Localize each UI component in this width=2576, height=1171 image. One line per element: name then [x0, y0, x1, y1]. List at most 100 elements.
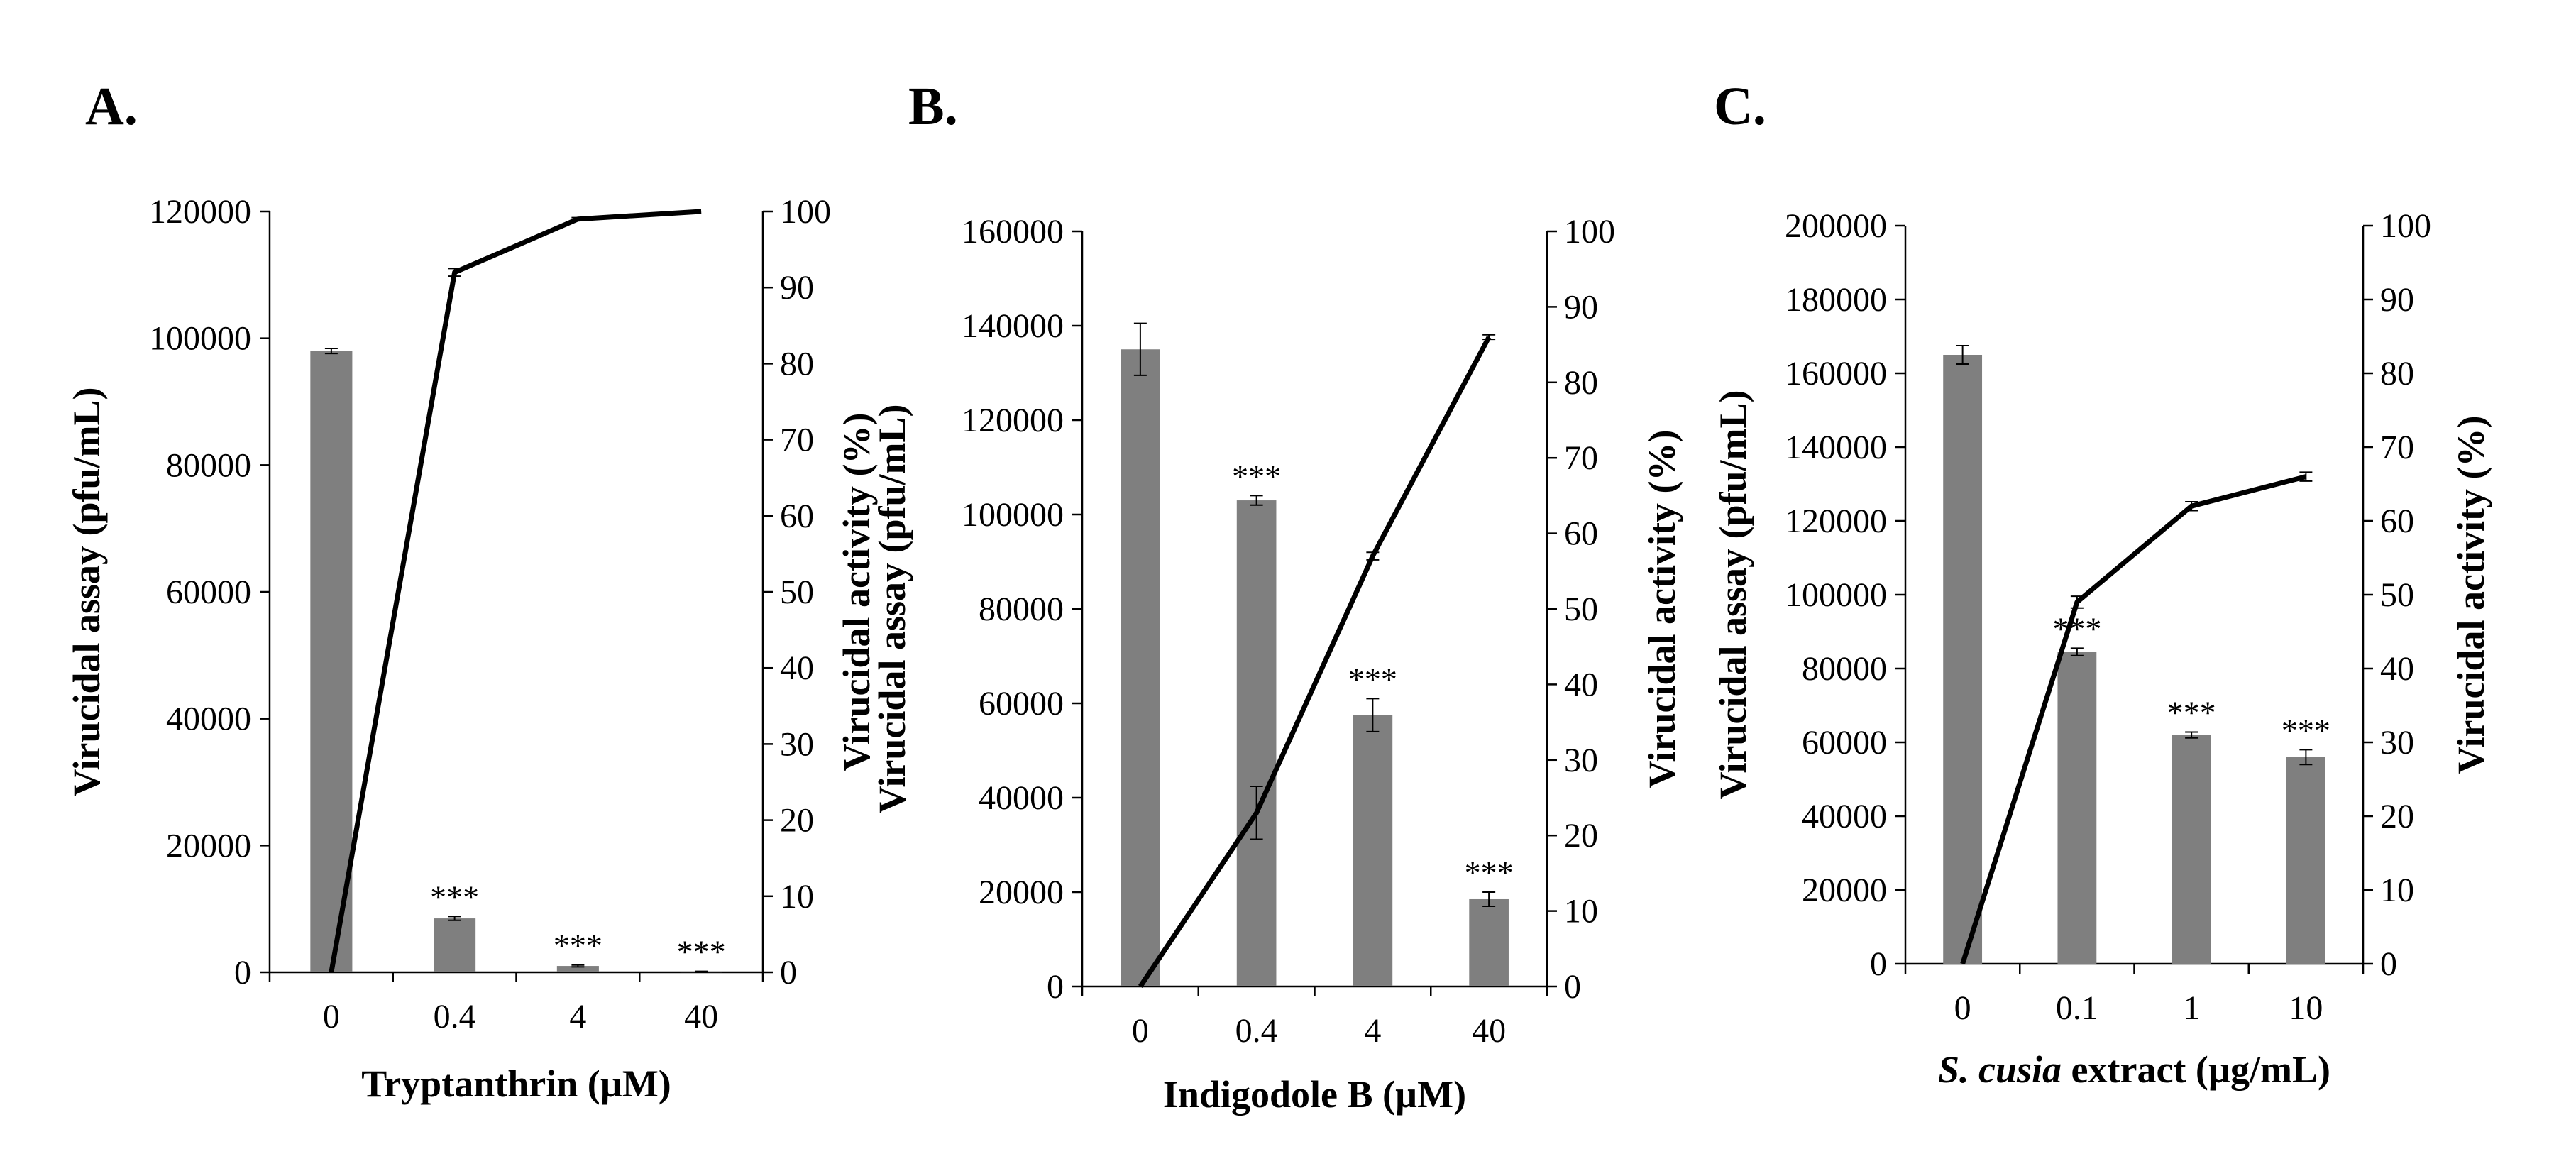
- significance-label: ***: [677, 934, 726, 970]
- y-tick-label-right: 70: [2380, 429, 2414, 466]
- x-tick-label: 0.4: [1235, 1012, 1278, 1050]
- y-tick-label-left: 180000: [1785, 281, 1887, 319]
- x-tick-label: 40: [1472, 1012, 1506, 1050]
- significance-label: ***: [2281, 712, 2330, 748]
- y-tick-label-left: 160000: [1785, 355, 1887, 392]
- x-tick-label: 4: [1364, 1012, 1381, 1050]
- y-tick-label-left: 60000: [166, 573, 251, 611]
- bar: [1943, 355, 1983, 964]
- x-axis-title: S. cusia extract (µg/mL): [1938, 1048, 2330, 1091]
- y-tick-label-left: 80000: [979, 590, 1064, 628]
- y-tick-label-left: 40000: [979, 779, 1064, 817]
- y-tick-label-right: 10: [2380, 872, 2414, 909]
- x-tick-label: 0.4: [434, 998, 476, 1035]
- y-axis-title-right: Virucidal activity (%): [835, 413, 878, 771]
- y-tick-label-left: 100000: [149, 320, 251, 358]
- significance-label: ***: [1232, 458, 1281, 494]
- bar: [310, 351, 353, 972]
- panel-label: B.: [908, 77, 958, 136]
- x-tick-label: 0.1: [2056, 989, 2098, 1027]
- y-tick-label-right: 90: [780, 269, 814, 307]
- y-tick-label-right: 0: [780, 954, 797, 991]
- y-tick-label-left: 40000: [166, 700, 251, 738]
- y-tick-label-right: 0: [2380, 945, 2397, 983]
- bar: [556, 966, 599, 972]
- significance-label: ***: [430, 879, 479, 915]
- y-tick-label-right: 30: [1564, 742, 1598, 779]
- y-axis-title-left: Virucidal assay (pfu/mL): [871, 404, 913, 813]
- bar: [1353, 715, 1393, 986]
- y-tick-label-right: 20: [1564, 817, 1598, 854]
- y-tick-label-right: 10: [1564, 893, 1598, 930]
- significance-label: ***: [2052, 610, 2101, 647]
- panel-label: A.: [85, 77, 138, 136]
- x-axis-title-part: Indigodole B (µM): [1163, 1073, 1466, 1116]
- y-tick-label-right: 80: [780, 345, 814, 383]
- bar: [1236, 500, 1277, 986]
- y-axis-title-left: Virucidal assay (pfu/mL): [65, 387, 108, 796]
- y-tick-label-right: 30: [2380, 724, 2414, 762]
- y-tick-label-left: 120000: [1785, 502, 1887, 540]
- panel-a: A. 0 20000 40000 60000 80000 100000 120000 0 10 20…: [65, 77, 878, 1105]
- y-tick-label-left: 20000: [1802, 872, 1887, 909]
- y-tick-label-right: 90: [1564, 288, 1598, 326]
- y-tick-label-left: 120000: [149, 193, 251, 231]
- y-tick-label-left: 20000: [979, 874, 1064, 911]
- bar: [2286, 757, 2325, 964]
- y-tick-label-left: 200000: [1785, 207, 1887, 245]
- y-tick-label-left: 0: [1870, 945, 1887, 983]
- y-tick-label-right: 70: [780, 422, 814, 459]
- y-tick-label-left: 160000: [962, 213, 1064, 251]
- y-tick-label-left: 40000: [1802, 798, 1887, 835]
- y-tick-label-right: 70: [1564, 439, 1598, 477]
- y-tick-label-left: 140000: [1785, 429, 1887, 466]
- activity-line: [329, 209, 702, 973]
- activity-line: [1960, 474, 2307, 965]
- y-tick-label-right: 30: [780, 725, 814, 763]
- bar: [1121, 349, 1160, 986]
- y-axis-title-left: Virucidal assay (pfu/mL): [1712, 390, 1754, 799]
- significance-label: ***: [1465, 854, 1514, 891]
- y-axis-title-right: Virucidal activity (%): [1641, 430, 1683, 788]
- y-tick-label-right: 80: [1564, 364, 1598, 402]
- significance-label: ***: [554, 928, 602, 964]
- x-tick-label: 0: [1132, 1012, 1149, 1050]
- y-tick-label-left: 20000: [166, 827, 251, 864]
- panel-label: C.: [1714, 77, 1766, 136]
- x-axis-title-part: Tryptanthrin (µM): [361, 1062, 671, 1105]
- x-axis-title-part: extract (µg/mL): [2062, 1048, 2330, 1091]
- x-axis-title: Tryptanthrin (µM): [361, 1062, 671, 1105]
- y-tick-label-right: 90: [2380, 281, 2414, 319]
- y-tick-label-left: 100000: [962, 496, 1064, 534]
- y-tick-label-right: 100: [1564, 213, 1615, 251]
- y-tick-label-left: 60000: [1802, 724, 1887, 762]
- y-tick-label-right: 50: [2380, 576, 2414, 614]
- y-tick-label-right: 0: [1564, 968, 1581, 1006]
- y-tick-label-right: 40: [780, 649, 814, 687]
- x-tick-label: 0: [323, 998, 340, 1035]
- y-tick-label-right: 60: [1564, 515, 1598, 553]
- activity-line: [1138, 336, 1492, 988]
- y-axis-title-right: Virucidal activity (%): [2450, 416, 2492, 774]
- y-tick-label-right: 100: [2380, 207, 2431, 245]
- y-tick-label-left: 0: [1047, 968, 1064, 1006]
- y-tick-label-right: 60: [780, 497, 814, 535]
- x-axis-title: Indigodole B (µM): [1163, 1073, 1466, 1116]
- y-tick-label-left: 0: [234, 954, 251, 991]
- significance-label: ***: [1348, 661, 1397, 697]
- x-tick-label: 1: [2183, 989, 2200, 1027]
- y-tick-label-right: 80: [2380, 355, 2414, 392]
- panel-b: B. 0 20000 40000 60000 80000 100000 120000 14000…: [871, 77, 1683, 1116]
- y-tick-label-right: 50: [1564, 590, 1598, 628]
- y-tick-label-left: 140000: [962, 307, 1064, 345]
- y-tick-label-left: 120000: [962, 402, 1064, 439]
- bar: [434, 918, 476, 972]
- x-tick-label: 4: [569, 998, 586, 1035]
- y-tick-label-right: 60: [2380, 502, 2414, 540]
- y-tick-label-right: 40: [2380, 650, 2414, 688]
- y-tick-label-right: 50: [780, 573, 814, 611]
- y-tick-label-left: 80000: [1802, 650, 1887, 688]
- y-tick-label-right: 20: [2380, 798, 2414, 835]
- bar: [2057, 652, 2097, 964]
